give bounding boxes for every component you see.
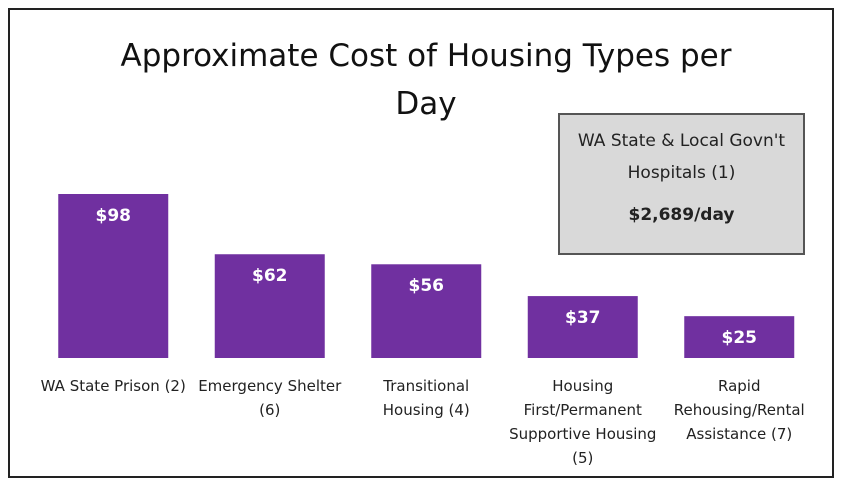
bar <box>527 296 638 358</box>
data-label: $62 <box>252 266 288 287</box>
bar <box>371 264 482 358</box>
bar <box>684 316 795 358</box>
x-tick-label: Emergency Shelter (6) <box>198 377 342 419</box>
bar <box>58 194 169 358</box>
data-label: $25 <box>721 328 758 349</box>
data-label: $56 <box>408 276 445 297</box>
bar <box>214 254 325 358</box>
data-label: $98 <box>95 206 132 226</box>
annotation-box: WA State & Local Govn't Hospitals (1) $2… <box>558 113 805 255</box>
x-tick-label: Housing First/Permanent Supportive Housi… <box>509 377 657 467</box>
data-label: $37 <box>565 308 601 329</box>
x-tick-label: Rapid Rehousing/Rental Assistance (7) <box>673 377 805 443</box>
x-tick-label: Transitional Housing (4) <box>382 377 470 419</box>
annotation-title: WA State & Local Govn't Hospitals (1) <box>577 131 786 183</box>
x-tick-label: WA State Prison (2) <box>40 377 186 395</box>
chart-title: Approximate Cost of Housing Types per Da… <box>120 38 732 122</box>
annotation-value: $2,689/day <box>628 205 735 225</box>
chart-frame <box>8 8 834 478</box>
